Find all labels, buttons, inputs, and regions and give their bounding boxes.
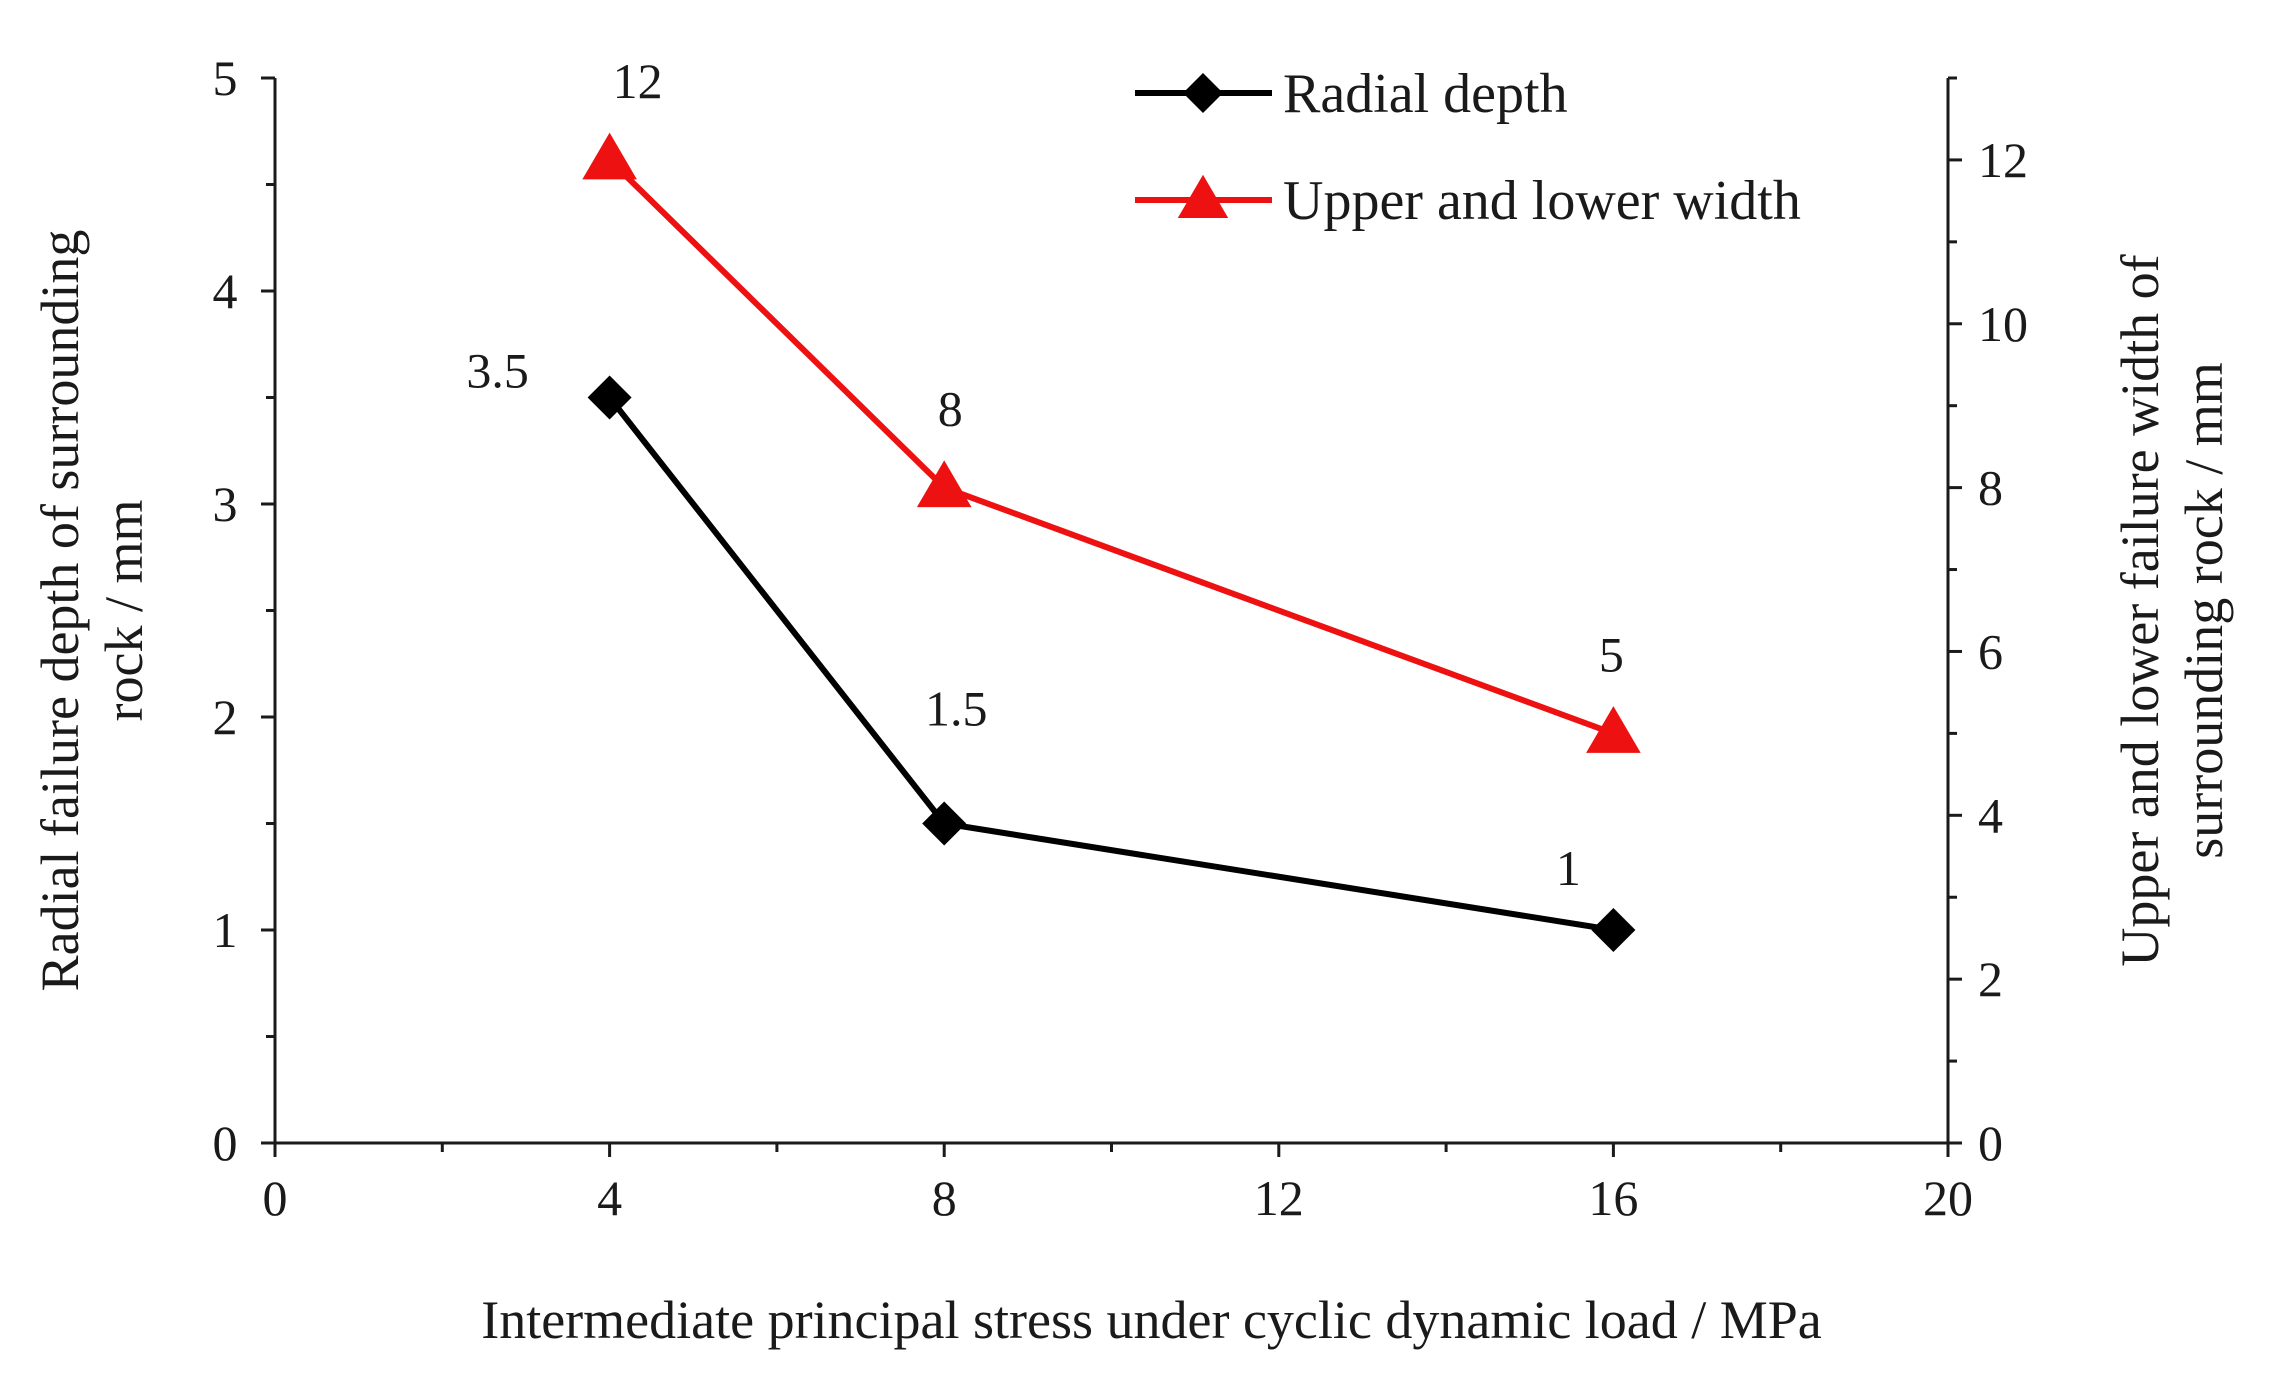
x-tick-label: 4 <box>597 1170 622 1226</box>
data-point-triangle <box>582 132 637 180</box>
legend-marker-diamond <box>1183 73 1223 113</box>
y-left-tick-label: 0 <box>213 1115 238 1171</box>
y-left-tick-label: 3 <box>213 476 238 532</box>
x-tick-label: 16 <box>1588 1170 1638 1226</box>
y-right-tick-label: 12 <box>1978 132 2028 188</box>
y-left-axis-title: Radial failure depth of surrounding rock … <box>30 230 154 992</box>
y-right-tick-label: 2 <box>1978 951 2003 1007</box>
y-left-axis-title-line: rock / mm <box>94 500 154 722</box>
data-label: 3.5 <box>466 343 529 399</box>
legend-label: Radial depth <box>1283 63 1568 125</box>
data-point-triangle <box>916 460 972 508</box>
y-right-tick-label: 6 <box>1978 623 2003 679</box>
data-labels-layer: 3.5 1.5 1 12 8 5 <box>466 53 1624 896</box>
data-label: 8 <box>938 381 963 437</box>
x-tick-label: 12 <box>1254 1170 1304 1226</box>
data-label: 1 <box>1556 840 1581 896</box>
y-right-tick-label: 8 <box>1978 460 2003 516</box>
y-left-tick-label: 5 <box>213 50 238 106</box>
y-right-tick-label: 4 <box>1978 787 2003 843</box>
y-right-axis-title: Upper and lower failure width of surround… <box>2110 254 2234 966</box>
series-layer <box>582 132 1641 952</box>
legend-marker-triangle <box>1177 174 1229 218</box>
series-line-radial-depth <box>607 395 1614 933</box>
x-tick-label: 0 <box>263 1170 288 1226</box>
legend-label: Upper and lower width <box>1283 170 1801 232</box>
data-point-triangle <box>1586 706 1641 753</box>
data-point-diamond <box>922 801 967 846</box>
legend: Radial depth Upper and lower width <box>1135 63 1801 232</box>
data-point-diamond <box>1591 908 1636 952</box>
y-left-tick-label: 2 <box>213 689 238 745</box>
y-right-tick-label: 0 <box>1978 1115 2003 1171</box>
x-tick-label: 8 <box>932 1170 957 1226</box>
data-label: 5 <box>1599 626 1624 682</box>
y-left-tick-label: 1 <box>213 902 238 958</box>
y-right-axis-title-line: surrounding rock / mm <box>2174 362 2234 858</box>
data-point-diamond <box>587 375 632 420</box>
series-line-upper-lower-width <box>607 157 1615 737</box>
y-left-axis-title-line: Radial failure depth of surrounding <box>30 230 90 992</box>
data-label: 1.5 <box>925 681 988 737</box>
y-right-tick-label: 10 <box>1978 296 2028 352</box>
x-tick-label: 20 <box>1923 1170 1973 1226</box>
y-left-tick-label: 4 <box>213 263 238 319</box>
y-right-axis-title-line: Upper and lower failure width of <box>2110 254 2170 966</box>
data-label: 12 <box>613 53 663 109</box>
x-axis-title: Intermediate principal stress under cycl… <box>481 1290 1822 1350</box>
